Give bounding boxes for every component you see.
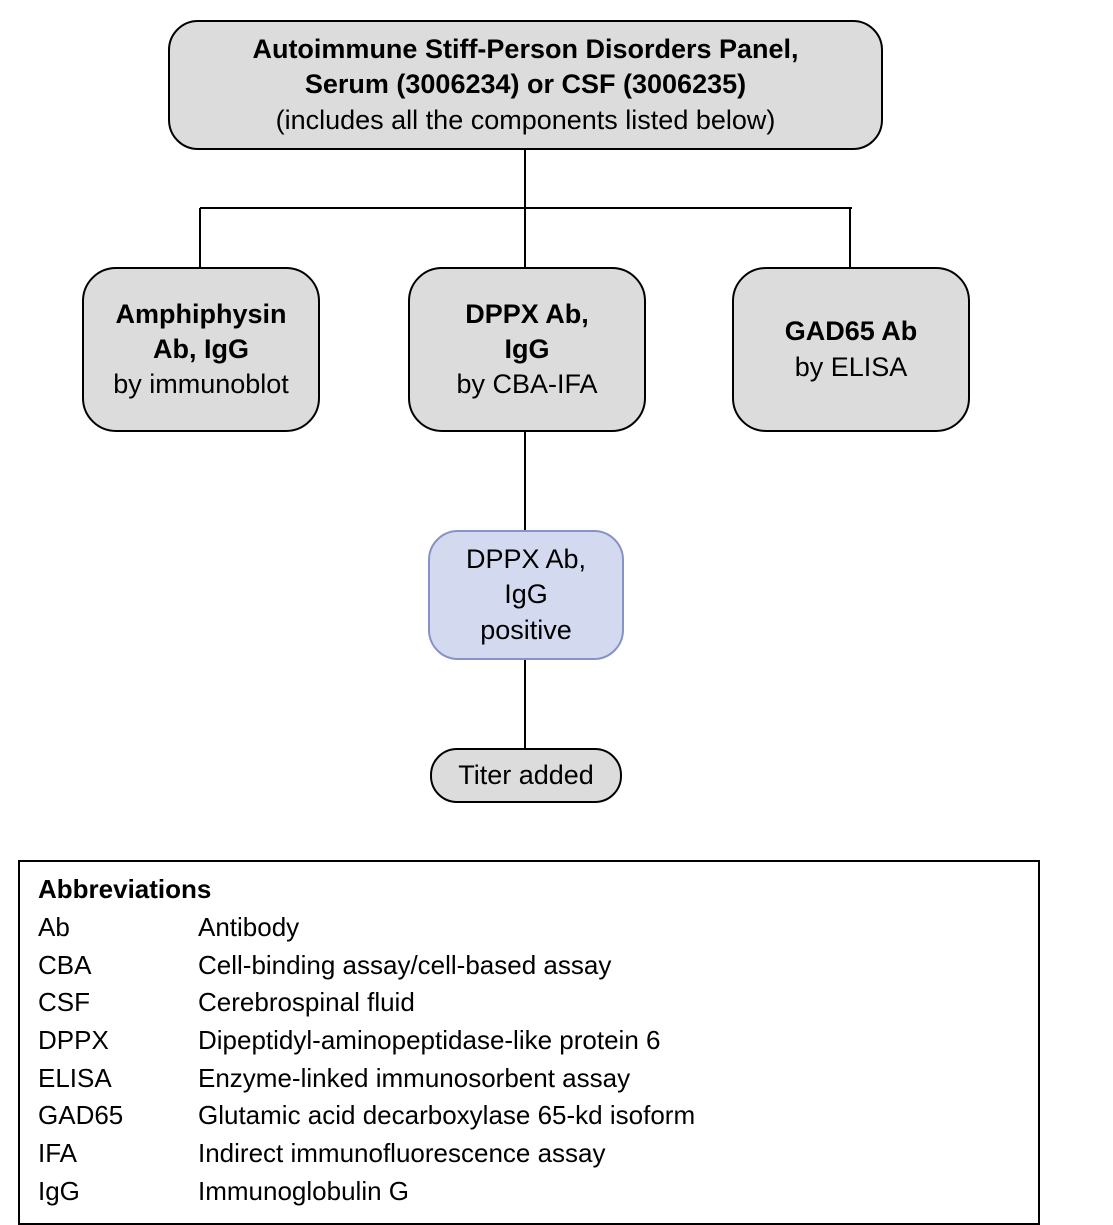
abbreviation-row: CSFCerebrospinal fluid xyxy=(38,984,1020,1022)
titer-label: Titer added xyxy=(458,758,594,793)
abbreviation-definition: Cerebrospinal fluid xyxy=(198,984,1020,1022)
abbreviation-definition: Immunoglobulin G xyxy=(198,1173,1020,1211)
root-title-line2: Serum (3006234) or CSF (3006235) xyxy=(305,69,746,99)
root-title-line1: Autoimmune Stiff-Person Disorders Panel, xyxy=(252,34,798,64)
abbreviation-definition: Antibody xyxy=(198,909,1020,947)
amphiphysin-subtitle: by immunoblot xyxy=(113,369,289,399)
flowchart-canvas: Autoimmune Stiff-Person Disorders Panel,… xyxy=(0,0,1113,1219)
abbreviation-row: GAD65Glutamic acid decarboxylase 65-kd i… xyxy=(38,1097,1020,1135)
connector-line xyxy=(199,208,201,267)
abbreviation-row: DPPXDipeptidyl-aminopeptidase-like prote… xyxy=(38,1022,1020,1060)
root-subtitle: (includes all the components listed belo… xyxy=(276,105,776,135)
connector-line xyxy=(849,208,851,267)
dppx-node: DPPX Ab, IgG by CBA-IFA xyxy=(408,267,646,432)
titer-node: Titer added xyxy=(430,748,622,803)
connector-line xyxy=(524,208,526,267)
abbreviation-abbr: GAD65 xyxy=(38,1097,198,1135)
gad65-title-line1: GAD65 Ab xyxy=(785,316,918,346)
abbreviation-row: AbAntibody xyxy=(38,909,1020,947)
abbreviation-abbr: DPPX xyxy=(38,1022,198,1060)
abbreviations-title: Abbreviations xyxy=(38,874,1020,905)
dppx-title-line2: IgG xyxy=(504,334,549,364)
abbreviation-definition: Cell-binding assay/cell-based assay xyxy=(198,947,1020,985)
dppx-positive-line3: positive xyxy=(480,615,572,645)
abbreviation-abbr: IgG xyxy=(38,1173,198,1211)
gad65-subtitle: by ELISA xyxy=(795,352,908,382)
dppx-positive-node: DPPX Ab, IgG positive xyxy=(428,530,624,660)
amphiphysin-node: Amphiphysin Ab, IgG by immunoblot xyxy=(82,267,320,432)
gad65-node: GAD65 Ab by ELISA xyxy=(732,267,970,432)
abbreviation-row: CBACell-binding assay/cell-based assay xyxy=(38,947,1020,985)
root-panel-node: Autoimmune Stiff-Person Disorders Panel,… xyxy=(168,20,883,150)
abbreviation-definition: Dipeptidyl-aminopeptidase-like protein 6 xyxy=(198,1022,1020,1060)
connector-line xyxy=(524,432,526,530)
abbreviation-definition: Enzyme-linked immunosorbent assay xyxy=(198,1060,1020,1098)
dppx-positive-line2: IgG xyxy=(504,579,548,609)
connector-line xyxy=(524,150,526,208)
abbreviation-abbr: IFA xyxy=(38,1135,198,1173)
connector-line xyxy=(200,207,852,209)
abbreviation-definition: Glutamic acid decarboxylase 65-kd isofor… xyxy=(198,1097,1020,1135)
abbreviation-row: IFAIndirect immunofluorescence assay xyxy=(38,1135,1020,1173)
connector-line xyxy=(524,660,526,748)
abbreviation-row: IgGImmunoglobulin G xyxy=(38,1173,1020,1211)
abbreviation-row: ELISAEnzyme-linked immunosorbent assay xyxy=(38,1060,1020,1098)
abbreviations-box: Abbreviations AbAntibodyCBACell-binding … xyxy=(18,860,1040,1225)
abbreviation-abbr: CBA xyxy=(38,947,198,985)
abbreviation-definition: Indirect immunofluorescence assay xyxy=(198,1135,1020,1173)
dppx-positive-line1: DPPX Ab, xyxy=(466,544,586,574)
dppx-title-line1: DPPX Ab, xyxy=(465,299,589,329)
abbreviation-abbr: CSF xyxy=(38,984,198,1022)
amphiphysin-title-line1: Amphiphysin xyxy=(115,299,286,329)
dppx-subtitle: by CBA-IFA xyxy=(456,369,597,399)
abbreviation-abbr: ELISA xyxy=(38,1060,198,1098)
amphiphysin-title-line2: Ab, IgG xyxy=(153,334,249,364)
abbreviation-abbr: Ab xyxy=(38,909,198,947)
